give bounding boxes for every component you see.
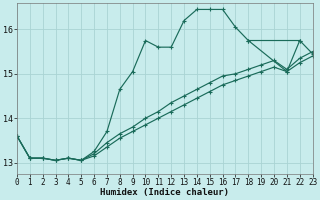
X-axis label: Humidex (Indice chaleur): Humidex (Indice chaleur)	[100, 188, 229, 197]
